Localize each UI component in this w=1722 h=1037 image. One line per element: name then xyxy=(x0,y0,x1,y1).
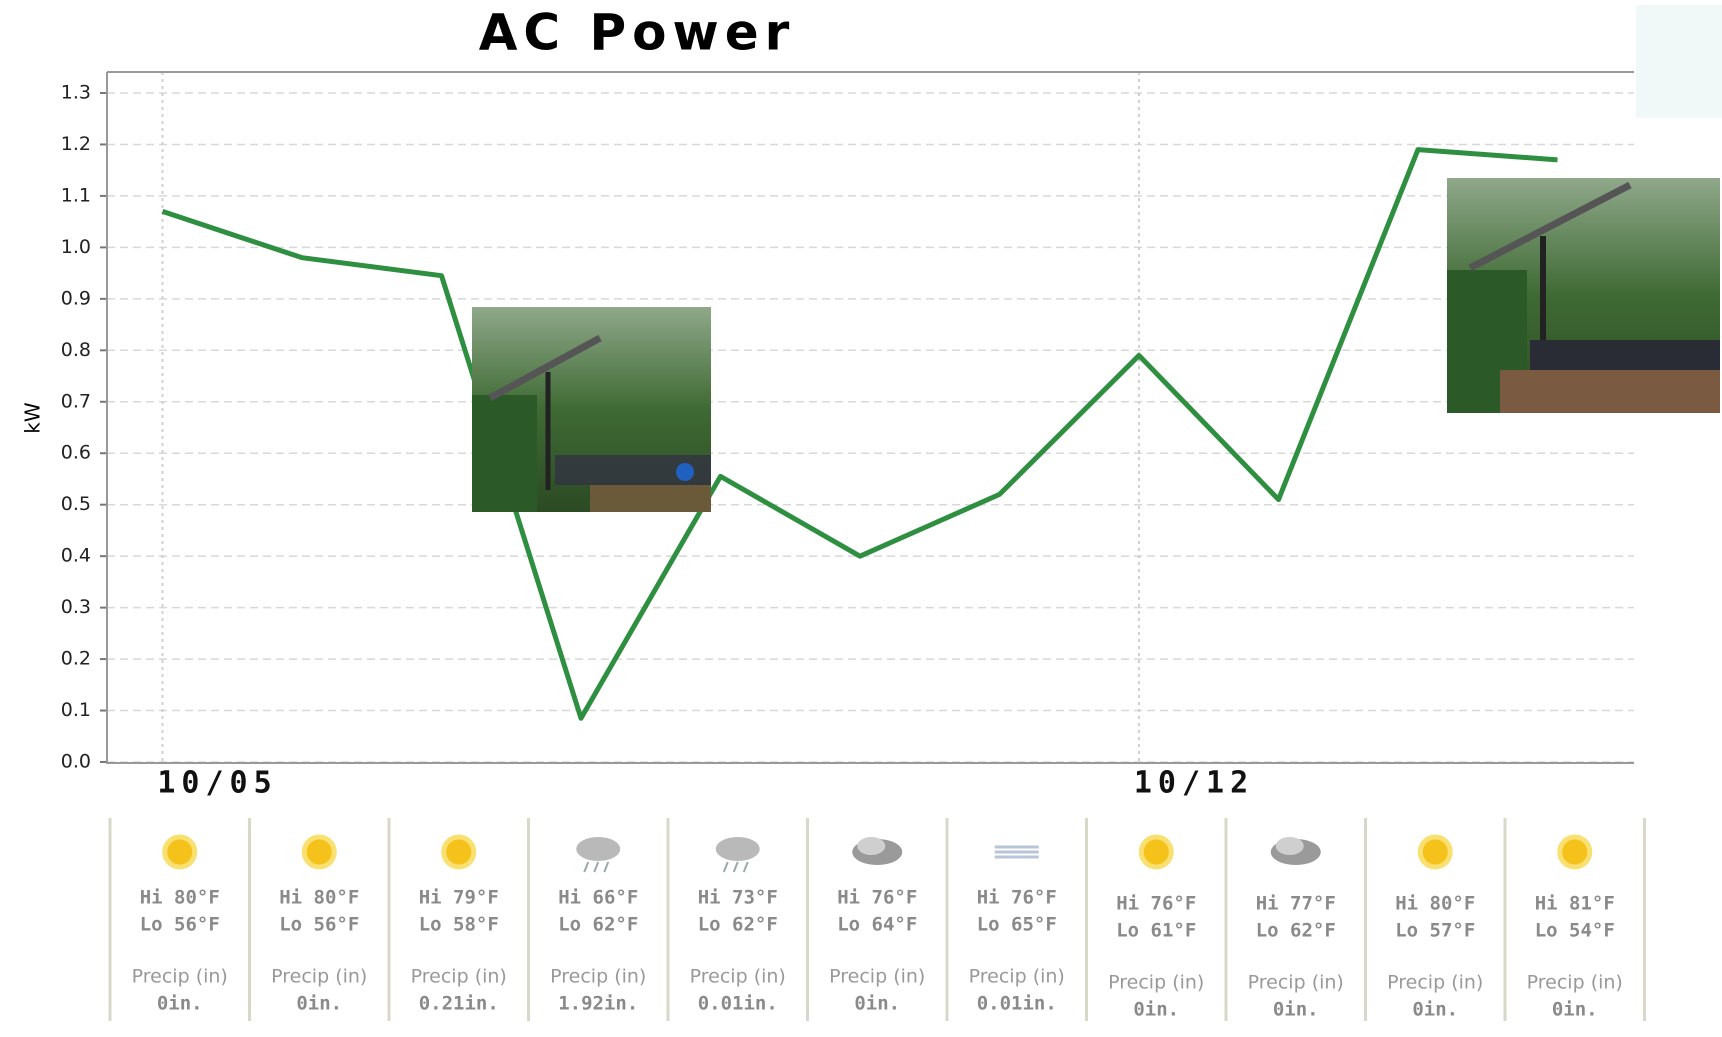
rain-drop xyxy=(722,861,729,873)
precip-label: Precip (in) xyxy=(1527,972,1623,994)
rain-drop xyxy=(603,861,610,873)
rain-drop xyxy=(593,861,600,873)
rain-drop xyxy=(583,861,590,873)
weather-day: Hi 79°F Lo 58°F Precip (in) 0.21in. xyxy=(387,818,507,1021)
y-tick-label: 0.7 xyxy=(61,390,91,412)
precip-label: Precip (in) xyxy=(829,966,925,988)
y-axis-label: kW xyxy=(21,402,45,434)
high-temp: Hi 80°F xyxy=(279,887,359,909)
weather-day: Hi 81°F Lo 54°F Precip (in) 0in. xyxy=(1503,818,1623,1021)
y-tick-label: 0.9 xyxy=(61,287,91,309)
y-tick-label: 1.3 xyxy=(61,82,91,104)
sun-icon xyxy=(162,834,198,870)
weather-day: Hi 76°F Lo 65°F Precip (in) 0.01in. xyxy=(945,818,1065,1021)
precip-amount: 0in. xyxy=(296,993,342,1015)
low-temp: Lo 62°F xyxy=(698,914,778,936)
photo xyxy=(1447,178,1720,413)
cloud-icon xyxy=(576,837,621,861)
y-tick-label: 0.0 xyxy=(61,751,91,773)
y-tick-label: 0.4 xyxy=(61,545,91,567)
high-temp: Hi 73°F xyxy=(698,887,778,909)
cloud-icon xyxy=(857,837,886,855)
sun-icon xyxy=(301,834,337,870)
rain-drop xyxy=(742,861,749,873)
precip-label: Precip (in) xyxy=(550,966,646,988)
precip-amount: 0in. xyxy=(1412,999,1458,1021)
y-tick-label: 1.1 xyxy=(61,184,91,206)
low-temp: Lo 65°F xyxy=(977,914,1057,936)
high-temp: Hi 76°F xyxy=(837,887,917,909)
weather-day: Hi 80°F Lo 57°F Precip (in) 0in. xyxy=(1364,818,1483,1021)
high-temp: Hi 81°F xyxy=(1535,893,1615,915)
precip-amount: 0in. xyxy=(1133,999,1179,1021)
sun-icon xyxy=(1557,834,1593,870)
precip-label: Precip (in) xyxy=(1248,972,1344,994)
low-temp: Lo 57°F xyxy=(1395,920,1475,942)
precip-amount: 0.21in. xyxy=(419,993,499,1015)
weather-strip: Hi 80°F Lo 56°F Precip (in) 0in. Hi 80°F Lo 5… xyxy=(108,818,1646,1021)
precip-label: Precip (in) xyxy=(1387,972,1483,994)
low-temp: Lo 58°F xyxy=(419,914,499,936)
rain-drop xyxy=(732,861,739,873)
precip-amount: 0.01in. xyxy=(698,993,778,1015)
weather-day: Hi 80°F Lo 56°F Precip (in) 0in. xyxy=(248,818,367,1021)
precip-label: Precip (in) xyxy=(411,966,507,988)
plot-area xyxy=(100,72,1634,763)
low-temp: Lo 62°F xyxy=(1256,920,1336,942)
low-temp: Lo 54°F xyxy=(1535,920,1615,942)
x-tick-label: 10/05 xyxy=(157,766,277,801)
high-temp: Hi 76°F xyxy=(977,887,1057,909)
chart-title: AC Power xyxy=(479,4,796,62)
cloud-icon xyxy=(715,837,760,861)
corner-panel xyxy=(1636,5,1722,118)
precip-label: Precip (in) xyxy=(969,966,1065,988)
y-tick-label: 1.2 xyxy=(61,133,91,155)
high-temp: Hi 76°F xyxy=(1116,893,1196,915)
y-tick-label: 0.2 xyxy=(61,648,91,670)
high-temp: Hi 79°F xyxy=(419,887,499,909)
weather-day: Hi 76°F Lo 64°F Precip (in) 0in. xyxy=(806,818,925,1021)
precip-label: Precip (in) xyxy=(132,966,228,988)
precip-amount: 0in. xyxy=(854,993,900,1015)
weather-day: Hi 76°F Lo 61°F Precip (in) 0in. xyxy=(1085,818,1204,1021)
high-temp: Hi 77°F xyxy=(1256,893,1336,915)
precip-amount: 0in. xyxy=(1273,999,1319,1021)
y-tick-label: 0.3 xyxy=(61,596,91,618)
high-temp: Hi 80°F xyxy=(140,887,220,909)
precip-amount: 0in. xyxy=(157,993,203,1015)
y-tick-label: 1.0 xyxy=(61,236,91,258)
y-tick-label: 0.5 xyxy=(61,493,91,515)
sun-icon xyxy=(1417,834,1453,870)
precip-label: Precip (in) xyxy=(690,966,786,988)
precip-label: Precip (in) xyxy=(1108,972,1204,994)
data-line xyxy=(161,147,1558,721)
x-tick-label: 10/12 xyxy=(1134,766,1254,801)
precip-amount: 0in. xyxy=(1552,999,1598,1021)
weather-day: Hi 77°F Lo 62°F Precip (in) 0in. xyxy=(1224,818,1344,1021)
sun-icon xyxy=(441,834,477,870)
low-temp: Lo 62°F xyxy=(558,914,638,936)
weather-day: Hi 80°F Lo 56°F Precip (in) 0in. xyxy=(108,818,228,1021)
high-temp: Hi 80°F xyxy=(1395,893,1475,915)
precip-amount: 0.01in. xyxy=(977,993,1057,1015)
y-tick-label: 0.6 xyxy=(61,442,91,464)
cloud-icon xyxy=(1275,837,1304,855)
low-temp: Lo 56°F xyxy=(279,914,359,936)
low-temp: Lo 56°F xyxy=(140,914,220,936)
precip-label: Precip (in) xyxy=(271,966,367,988)
high-temp: Hi 66°F xyxy=(558,887,638,909)
weather-day: Hi 73°F Lo 62°F Precip (in) 0.01in. xyxy=(666,818,786,1021)
precip-amount: 1.92in. xyxy=(558,993,638,1015)
y-tick-label: 0.1 xyxy=(61,699,91,721)
weather-day: Hi 66°F Lo 62°F Precip (in) 1.92in. xyxy=(527,818,646,1021)
photo xyxy=(472,307,711,512)
y-tick-label: 0.8 xyxy=(61,339,91,361)
low-temp: Lo 64°F xyxy=(837,914,917,936)
sun-icon xyxy=(1138,834,1174,870)
low-temp: Lo 61°F xyxy=(1116,920,1196,942)
